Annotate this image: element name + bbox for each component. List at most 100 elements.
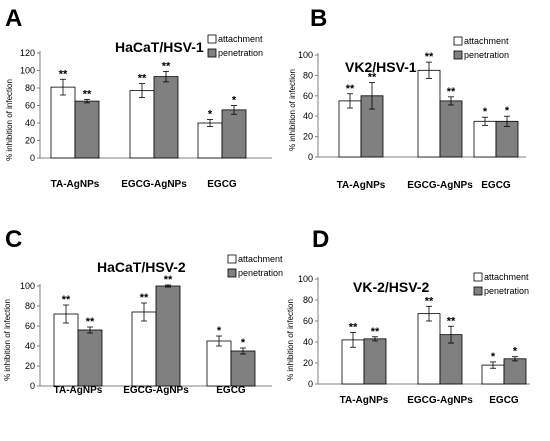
legend-swatch-penetration [207, 48, 217, 58]
significance-marker: * [483, 106, 488, 118]
significance-marker: ** [164, 274, 173, 286]
significance-marker: * [513, 346, 518, 358]
significance-marker: ** [425, 295, 434, 307]
y-tick-label: 80 [25, 83, 35, 93]
bar-attachment-0 [53, 313, 79, 387]
y-tick-label: 40 [25, 118, 35, 128]
bar-penetration-2 [221, 109, 247, 159]
significance-marker: ** [349, 322, 358, 334]
significance-marker: * [505, 105, 510, 117]
category-label: EGCG-AgNPs [407, 395, 473, 406]
y-axis-label: % inhibition of infection [5, 79, 14, 161]
bar-attachment-0 [50, 86, 76, 159]
bar-attachment-2 [197, 122, 223, 159]
y-tick-label: 20 [303, 132, 313, 142]
significance-marker: ** [371, 326, 380, 338]
y-tick-label: 120 [20, 48, 35, 58]
y-tick-label: 80 [25, 301, 35, 311]
significance-marker: ** [83, 88, 92, 100]
legend-swatch-attachment [453, 36, 463, 46]
chart-title: VK-2/HSV-2 [353, 279, 429, 295]
category-label: TA-AgNPs [54, 385, 103, 396]
y-axis-label: % inhibition of infection [3, 299, 12, 381]
category-label: EGCG [207, 179, 237, 190]
chart-title: VK2/HSV-1 [345, 59, 417, 75]
legend-label-penetration: penetration [464, 50, 509, 60]
y-tick-label: 40 [303, 111, 313, 121]
category-label: EGCG [481, 180, 511, 191]
chart-title: HaCaT/HSV-2 [97, 259, 186, 275]
bar-attachment-2 [206, 340, 232, 387]
bar-attachment-2 [473, 120, 497, 158]
legend-swatch-attachment [473, 272, 483, 282]
bar-penetration-0 [74, 100, 100, 159]
legend-swatch-penetration [473, 286, 483, 296]
bar-penetration-0 [363, 338, 387, 385]
y-tick-label: 80 [303, 70, 313, 80]
significance-marker: * [208, 109, 213, 121]
y-tick-label: 60 [25, 321, 35, 331]
y-tick-label: 0 [30, 381, 35, 391]
legend-swatch-penetration [227, 268, 237, 278]
y-tick-label: 100 [298, 274, 313, 284]
y-axis-label: % inhibition of infection [288, 69, 297, 151]
significance-marker: ** [368, 72, 377, 84]
y-tick-label: 20 [25, 361, 35, 371]
chart-title: HaCaT/HSV-1 [115, 39, 204, 55]
panel-letter: D [312, 226, 329, 253]
legend-label-penetration: penetration [238, 268, 283, 278]
category-label: EGCG-AgNPs [123, 385, 189, 396]
bar-penetration-1 [153, 76, 179, 159]
legend-label-attachment: attachment [218, 34, 263, 44]
y-tick-label: 80 [303, 295, 313, 305]
y-tick-label: 0 [308, 379, 313, 389]
chart-panel-c: C HaCaT/HSV-2 % inhibition of infection 0 20… [3, 226, 283, 396]
significance-marker: ** [425, 51, 434, 63]
bar-penetration-2 [230, 350, 256, 387]
chart-panel-a: A HaCaT/HSV-1 % inhibition of infection 0 20… [5, 5, 272, 190]
significance-marker: * [491, 351, 496, 363]
significance-marker: ** [59, 68, 68, 80]
y-tick-label: 100 [20, 281, 35, 291]
y-axis-label: % inhibition of infection [286, 299, 295, 381]
legend-swatch-attachment [207, 34, 217, 44]
significance-marker: ** [86, 316, 95, 328]
bar-penetration-1 [155, 285, 181, 387]
bar-penetration-1 [439, 100, 463, 158]
bar-attachment-1 [131, 311, 157, 387]
y-tick-label: 20 [303, 358, 313, 368]
legend-swatch-attachment [227, 254, 237, 264]
chart-panel-d: D VK-2/HSV-2 % inhibition of infection 0 20 4… [286, 226, 530, 406]
bar-attachment-0 [338, 100, 362, 158]
legend-label-penetration: penetration [484, 286, 529, 296]
y-tick-label: 0 [30, 153, 35, 163]
significance-marker: ** [346, 83, 355, 95]
bar-penetration-0 [77, 329, 103, 387]
category-label: EGCG [489, 395, 519, 406]
legend-label-attachment: attachment [238, 254, 283, 264]
y-tick-label: 60 [303, 316, 313, 326]
significance-marker: * [232, 95, 237, 107]
category-label: TA-AgNPs [337, 180, 386, 191]
y-tick-label: 60 [25, 101, 35, 111]
y-tick-label: 100 [298, 50, 313, 60]
panel-letter: C [5, 226, 22, 253]
significance-marker: ** [162, 60, 171, 72]
significance-marker: ** [138, 73, 147, 85]
panel-letter: B [310, 5, 327, 32]
legend-label-penetration: penetration [218, 48, 263, 58]
category-label: EGCG-AgNPs [121, 179, 187, 190]
category-label: EGCG-AgNPs [407, 180, 473, 191]
legend-label-attachment: attachment [484, 272, 529, 282]
y-tick-label: 0 [308, 152, 313, 162]
y-tick-label: 40 [25, 341, 35, 351]
category-label: TA-AgNPs [340, 395, 389, 406]
y-tick-label: 40 [303, 337, 313, 347]
legend-label-attachment: attachment [464, 36, 509, 46]
bar-penetration-2 [503, 358, 527, 385]
legend-swatch-penetration [453, 50, 463, 60]
significance-marker: ** [447, 315, 456, 327]
bar-attachment-1 [129, 90, 155, 159]
bar-attachment-1 [417, 313, 441, 385]
